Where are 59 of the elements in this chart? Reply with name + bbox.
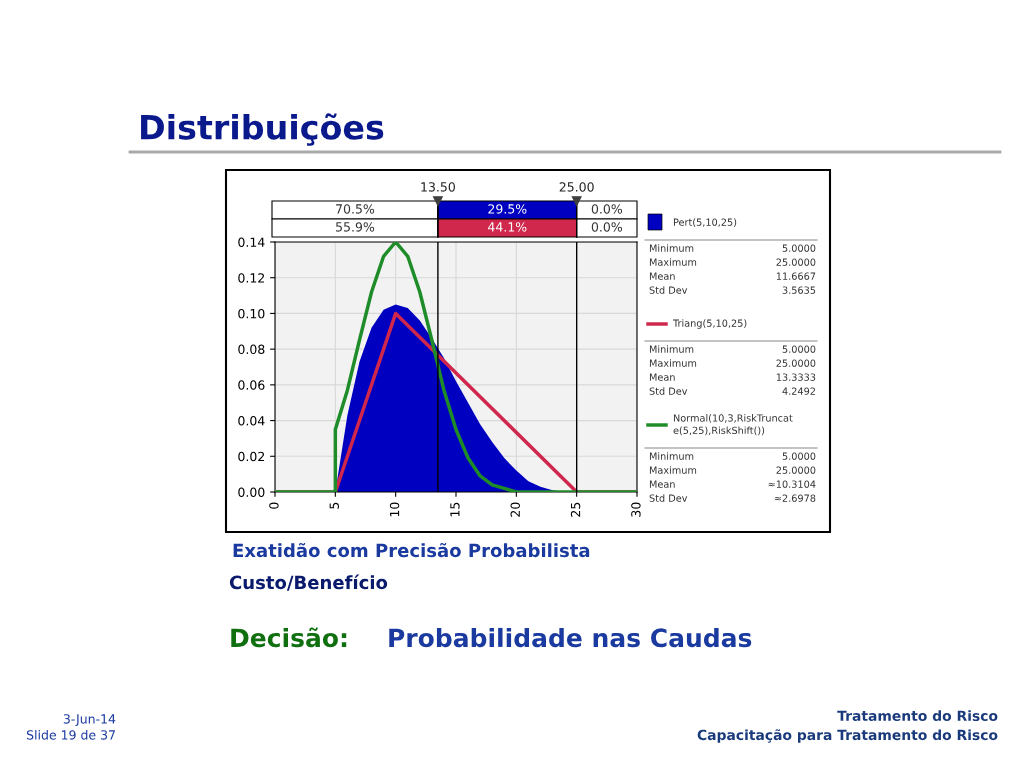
text: 55.9% — [336, 222, 375, 232]
text: Maximum — [649, 359, 697, 367]
text: Std Dev — [649, 494, 688, 502]
text: Probabilidade nas Caudas — [389, 627, 752, 648]
text: Std Dev — [649, 286, 688, 294]
legend-label: Pert(5,10,25) — [673, 218, 737, 227]
text: Exatidão com Precisão Probabilista — [233, 542, 590, 558]
text: Std Dev — [649, 387, 688, 395]
y-tick-label: 0.02 — [238, 451, 265, 462]
text: Custo/Benefício — [229, 574, 388, 591]
y-tick-label: 0.12 — [238, 273, 265, 283]
text: Decisão: — [231, 627, 347, 648]
text: 3.5635 — [782, 286, 816, 294]
text: Capacitação para Tratamento do Risco — [697, 729, 998, 743]
y-tick-label: 0.10 — [238, 308, 265, 319]
x-tick-label: 10 — [389, 502, 400, 517]
text: 25.0000 — [776, 359, 816, 367]
text: Maximum — [649, 258, 697, 266]
chart-title: Distribuições — [141, 113, 384, 146]
x-tick-label: 15 — [450, 502, 460, 517]
text: Mean — [649, 373, 675, 381]
legend-label: Normal(10,3,RiskTruncate(5,25),RiskShift()) — [673, 414, 793, 436]
text: 5.0000 — [782, 452, 816, 460]
legend-label: Triang(5,10,25) — [672, 319, 747, 329]
y-tick-label: 0.06 — [238, 380, 265, 390]
text: Tratamento do Risco — [837, 710, 998, 722]
text: 25.0000 — [776, 258, 816, 266]
text: 5.0000 — [782, 345, 816, 353]
text: 0.0% — [591, 204, 623, 214]
text: Minimum — [649, 244, 694, 252]
text: Mean — [649, 272, 675, 280]
text: 0.0% — [591, 222, 623, 232]
ref-line-label: 13.50 — [421, 182, 455, 192]
x-tick-label: 20 — [510, 502, 520, 517]
y-tick-label: 0.14 — [238, 237, 265, 247]
text: Slide 19 de 37 — [26, 729, 115, 740]
text: 13.3333 — [776, 373, 816, 381]
x-tick-label: 5 — [329, 502, 339, 509]
ref-line-label: 25.00 — [559, 182, 594, 192]
x-tick-label: 0 — [269, 502, 279, 509]
text: 44.1% — [488, 222, 527, 232]
text: Mean — [649, 480, 675, 488]
text: 70.5% — [336, 204, 375, 214]
text: 25.0000 — [776, 466, 816, 474]
text: ≈10.3104 — [768, 480, 816, 488]
text: 3-Jun-14 — [63, 714, 116, 726]
text: Minimum — [649, 345, 694, 353]
text: 5.0000 — [782, 244, 816, 252]
x-tick-label: 25 — [570, 502, 581, 517]
text: ≈2.6978 — [774, 494, 816, 502]
y-tick-label: 0.04 — [238, 416, 265, 426]
text: 4.2492 — [782, 387, 816, 395]
text: 29.5% — [488, 204, 527, 214]
text: Maximum — [649, 466, 697, 474]
text: 11.6667 — [776, 272, 816, 280]
y-tick-label: 0.08 — [238, 344, 265, 355]
x-tick-label: 30 — [631, 502, 641, 517]
text: Minimum — [649, 452, 694, 460]
y-tick-label: 0.00 — [238, 487, 265, 497]
